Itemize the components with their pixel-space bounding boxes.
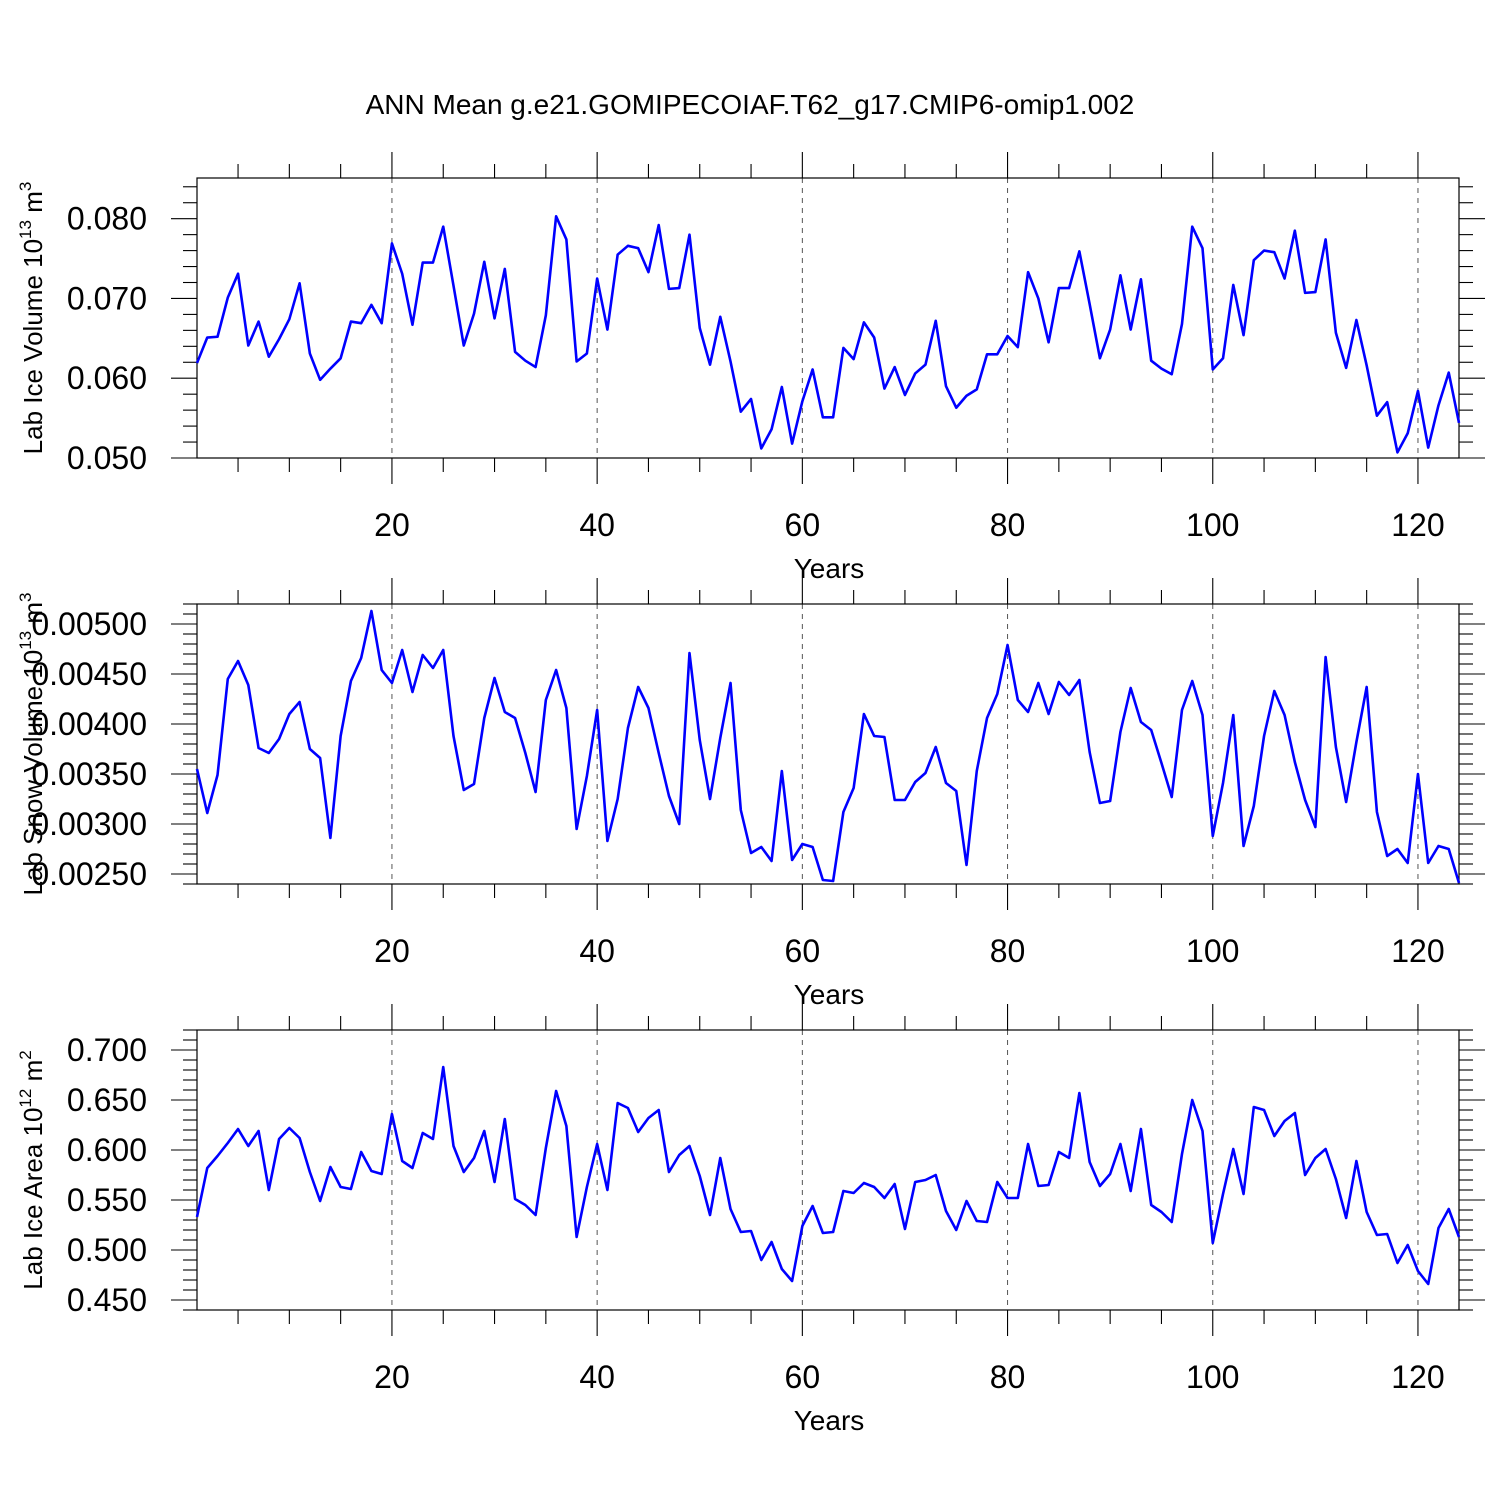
x-tick-label: 40 [579,1359,615,1395]
x-axis-label: Years [794,553,865,584]
y-axis-label-text: Lab Ice Area 10 [18,1108,48,1290]
y-tick-label: 0.060 [67,360,147,396]
x-tick-label: 20 [374,1359,410,1395]
y-axis-label-unit: m [18,602,48,631]
y-tick-label: 0.650 [67,1082,147,1118]
y-axis-label-unit-exponent: 3 [16,592,35,601]
y-axis-label-unit: m [18,191,48,220]
y-axis-label-unit-exponent: 2 [16,1050,35,1059]
x-tick-label: 80 [990,507,1026,543]
x-tick-label: 20 [374,507,410,543]
y-tick-label: 0.00250 [31,856,147,892]
y-tick-label: 0.080 [67,201,147,237]
x-tick-label: 20 [374,933,410,969]
y-axis-label-unit-exponent: 3 [16,182,35,191]
x-tick-label: 60 [785,1359,821,1395]
x-tick-label: 60 [785,507,821,543]
panels: 20 40 60 80 100 120 Years 0.050 0.060 0.070 0.080 L… [16,152,1485,1436]
y-axis-label-exponent: 13 [16,220,35,239]
y-tick-label: 0.00300 [31,806,147,842]
y-axis-label-exponent: 12 [16,1089,35,1108]
x-axis-label: Years [794,1405,865,1436]
y-tick-label: 0.00400 [31,706,147,742]
x-tick-label: 60 [785,933,821,969]
y-axis-label-exponent: 13 [16,631,35,650]
y-tick-label: 0.070 [67,280,147,316]
y-tick-label: 0.00350 [31,756,147,792]
y-tick-label: 0.550 [67,1182,147,1218]
plot-frame [196,603,1460,885]
series-line-1 [195,1065,1461,1286]
y-tick-label: 0.500 [67,1232,147,1268]
figure-title: ANN Mean g.e21.GOMIPECOIAF.T62_g17.CMIP6… [366,89,1135,120]
x-tick-label: 80 [990,1359,1026,1395]
y-tick-label: 0.600 [67,1132,147,1168]
y-axis-label-text: Lab Snow Volume 10 [18,650,48,896]
chart-panel-3: 20 40 60 80 100 120 Years 0.450 0.500 0.550 0.600 0… [16,1004,1485,1436]
chart-panel-1: 20 40 60 80 100 120 Years 0.050 0.060 0.070 0.080 L… [16,152,1485,584]
x-tick-label: 120 [1391,507,1444,543]
plot-frame [196,177,1460,459]
y-tick-label: 0.00450 [31,656,147,692]
x-tick-label: 100 [1186,507,1239,543]
y-axis-label: Lab Ice Volume 1013 m3 [16,182,48,455]
x-axis-label: Years [794,979,865,1010]
plot-frame [196,1029,1460,1311]
x-tick-label: 100 [1186,933,1239,969]
x-tick-label: 40 [579,507,615,543]
y-tick-label: 0.450 [67,1282,147,1318]
y-axis-label-text: Lab Ice Volume 10 [18,239,48,454]
y-tick-label: 0.700 [67,1032,147,1068]
x-tick-label: 80 [990,933,1026,969]
y-tick-label: 0.00500 [31,606,147,642]
y-axis-label: Lab Ice Area 1012 m2 [16,1050,48,1289]
x-tick-label: 120 [1391,933,1444,969]
y-axis-label: Lab Snow Volume 1013 m3 [16,592,48,895]
x-tick-label: 120 [1391,1359,1444,1395]
series-line-1 [195,214,1461,454]
y-tick-label: 0.050 [67,440,147,476]
x-tick-label: 100 [1186,1359,1239,1395]
x-tick-label: 40 [579,933,615,969]
y-axis-label-unit: m [18,1060,48,1089]
series-line-1 [195,609,1461,884]
chart-panel-2: 20 40 60 80 100 120 Years 0.00250 0.00300 0.00350… [16,578,1485,1010]
